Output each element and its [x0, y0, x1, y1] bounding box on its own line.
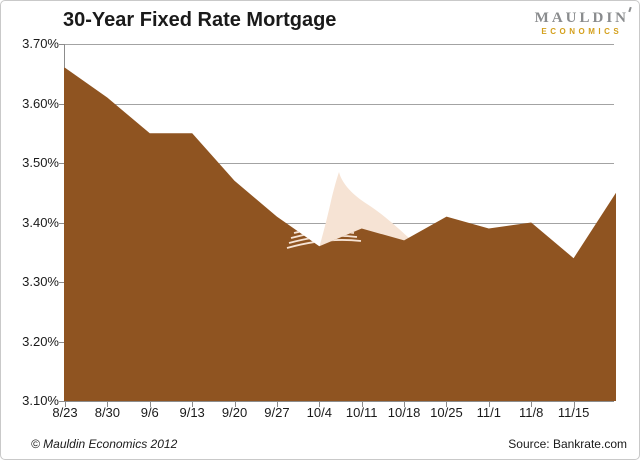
- x-axis-label: 11/15: [557, 405, 590, 420]
- chart-title: 30-Year Fixed Rate Mortgage: [63, 9, 337, 31]
- y-axis-label: 3.30%: [22, 274, 59, 289]
- x-axis-label: 9/6: [140, 405, 159, 420]
- x-axis-label: 8/30: [94, 405, 121, 420]
- x-axis-label: 11/1: [476, 405, 502, 420]
- logo-wordmark: MAULDIN: [535, 6, 632, 26]
- shark-fin-icon: [319, 172, 421, 248]
- x-axis-label: 10/4: [306, 405, 332, 420]
- x-axis-label: 9/27: [264, 405, 290, 420]
- logo-subtitle: ECONOMICS: [541, 27, 623, 36]
- x-axis-label: 11/8: [519, 405, 544, 420]
- source-attribution: Source: Bankrate.com: [508, 437, 627, 451]
- y-axis-label: 3.70%: [22, 36, 59, 51]
- mauldin-economics-logo: MAULDIN ECONOMICS: [535, 6, 632, 36]
- y-axis-label: 3.40%: [22, 214, 59, 230]
- y-axis-label: 3.20%: [22, 333, 59, 349]
- y-axis-label: 3.10%: [22, 393, 59, 408]
- x-axis-label: 9/20: [221, 405, 248, 420]
- x-axis-label: 10/25: [430, 405, 463, 420]
- x-axis-label: 10/18: [387, 405, 421, 420]
- y-axis-label: 3.50%: [22, 155, 59, 170]
- x-axis-label: 10/11: [345, 405, 378, 420]
- area-series-30yr-rate: [64, 67, 616, 402]
- x-axis-label: 8/23: [52, 405, 78, 420]
- y-axis-label: 3.60%: [22, 95, 59, 111]
- copyright-text: © Mauldin Economics 2012: [31, 437, 178, 451]
- x-axis-label: 9/13: [179, 405, 205, 420]
